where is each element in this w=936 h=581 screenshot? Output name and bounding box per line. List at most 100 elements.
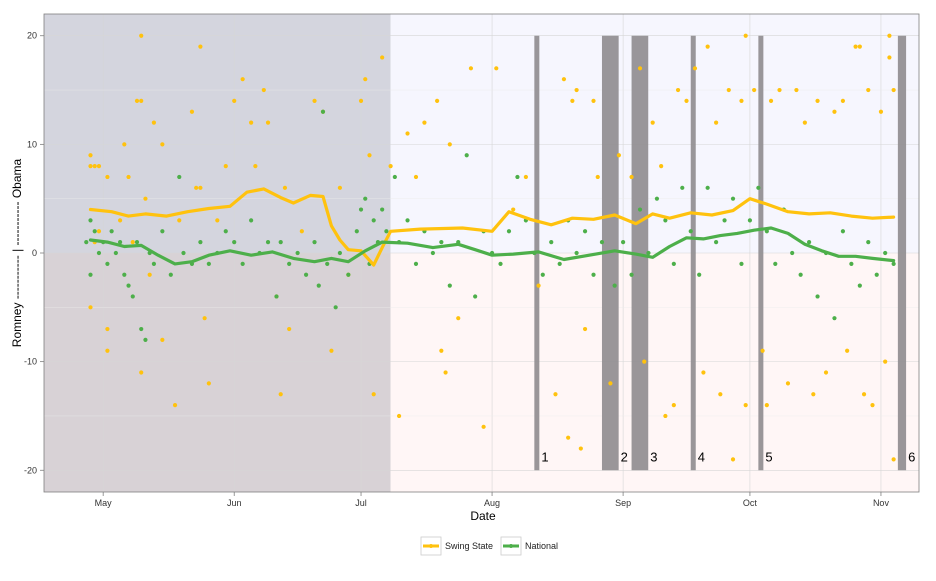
national-point (654, 196, 660, 201)
swing-state-point (96, 229, 102, 234)
national-point (371, 218, 376, 223)
national-point (730, 196, 736, 201)
swing-state-point (439, 348, 444, 353)
y-tick-label: 10 (27, 139, 37, 149)
shaded-region-4 (390, 253, 919, 492)
national-point (637, 207, 643, 212)
event-label-4: 4 (698, 450, 705, 465)
swing-state-point (692, 66, 698, 71)
swing-state-point (866, 87, 871, 93)
swing-state-point (105, 326, 110, 332)
national-point (392, 174, 397, 180)
x-tick-label: Nov (873, 498, 890, 508)
national-point (312, 240, 317, 245)
swing-state-point (456, 316, 461, 321)
national-point (688, 229, 693, 234)
y-tick-label: -20 (24, 465, 37, 475)
national-point (92, 229, 97, 234)
swing-state-point (840, 98, 846, 104)
national-point (160, 229, 165, 234)
swing-state-point (853, 44, 858, 49)
national-point (849, 261, 854, 266)
national-point (354, 229, 359, 234)
swing-state-point (637, 66, 643, 71)
swing-state-point (88, 163, 93, 169)
national-point (629, 272, 634, 277)
national-point (316, 283, 321, 288)
swing-state-point (553, 392, 558, 397)
swing-state-point (447, 142, 452, 147)
swing-state-point (363, 77, 368, 82)
national-point (756, 185, 761, 190)
national-point (464, 153, 469, 158)
swing-state-point (891, 457, 896, 462)
swing-state-point (523, 174, 528, 180)
x-tick-label: Jun (227, 498, 242, 508)
legend-dot-national (509, 544, 513, 548)
national-point (574, 250, 579, 256)
swing-state-point (88, 305, 93, 310)
swing-state-point (413, 174, 419, 180)
swing-state-point (777, 87, 782, 93)
swing-state-point (832, 109, 837, 114)
swing-state-point (595, 174, 600, 180)
swing-state-point (883, 359, 888, 364)
swing-state-point (223, 163, 228, 169)
national-point (143, 337, 148, 343)
national-point (840, 229, 846, 234)
swing-state-point (675, 87, 681, 93)
swing-state-point (278, 392, 283, 397)
swing-state-point (287, 326, 292, 332)
national-point (498, 261, 503, 266)
national-point (346, 272, 351, 277)
swing-state-point (261, 87, 266, 93)
national-point (278, 240, 283, 245)
swing-state-point (198, 185, 203, 190)
swing-state-point (760, 348, 765, 353)
swing-state-point (329, 348, 334, 353)
event-label-5: 5 (765, 450, 772, 465)
x-tick-label: Aug (484, 498, 500, 508)
swing-state-point (861, 392, 867, 397)
swing-state-point (312, 98, 317, 104)
swing-state-point (785, 381, 791, 386)
national-trend-line (88, 226, 896, 266)
national-point (413, 261, 419, 266)
swing-state-trend-line (88, 187, 896, 267)
national-point (874, 272, 879, 277)
national-point (117, 240, 123, 245)
swing-state-point (870, 402, 875, 408)
national-point (540, 272, 545, 277)
national-point (671, 261, 676, 266)
swing-state-point (802, 120, 807, 125)
national-point (384, 229, 389, 234)
swing-state-point (139, 33, 144, 38)
national-point (96, 250, 102, 256)
background-layer (44, 14, 919, 492)
national-point (621, 240, 626, 245)
swing-state-point (659, 163, 664, 169)
swing-state-point (663, 413, 668, 419)
national-point (790, 250, 795, 256)
swing-state-point (764, 402, 769, 408)
swing-state-point (282, 185, 288, 190)
swing-state-point (265, 120, 271, 125)
swing-state-point (160, 337, 165, 343)
swing-state-point (122, 142, 127, 147)
national-point (240, 261, 245, 266)
national-point (88, 272, 93, 277)
national-point (549, 240, 554, 245)
swing-state-point (172, 402, 178, 408)
swing-state-point (578, 446, 583, 451)
swing-state-point (815, 98, 820, 104)
swing-state-point (566, 435, 571, 440)
swing-state-point (117, 218, 123, 223)
national-point (582, 229, 588, 234)
swing-state-point (845, 348, 850, 353)
swing-state-point (139, 370, 144, 375)
national-point (168, 272, 173, 277)
national-point (134, 240, 140, 245)
swing-state-point (650, 120, 655, 125)
